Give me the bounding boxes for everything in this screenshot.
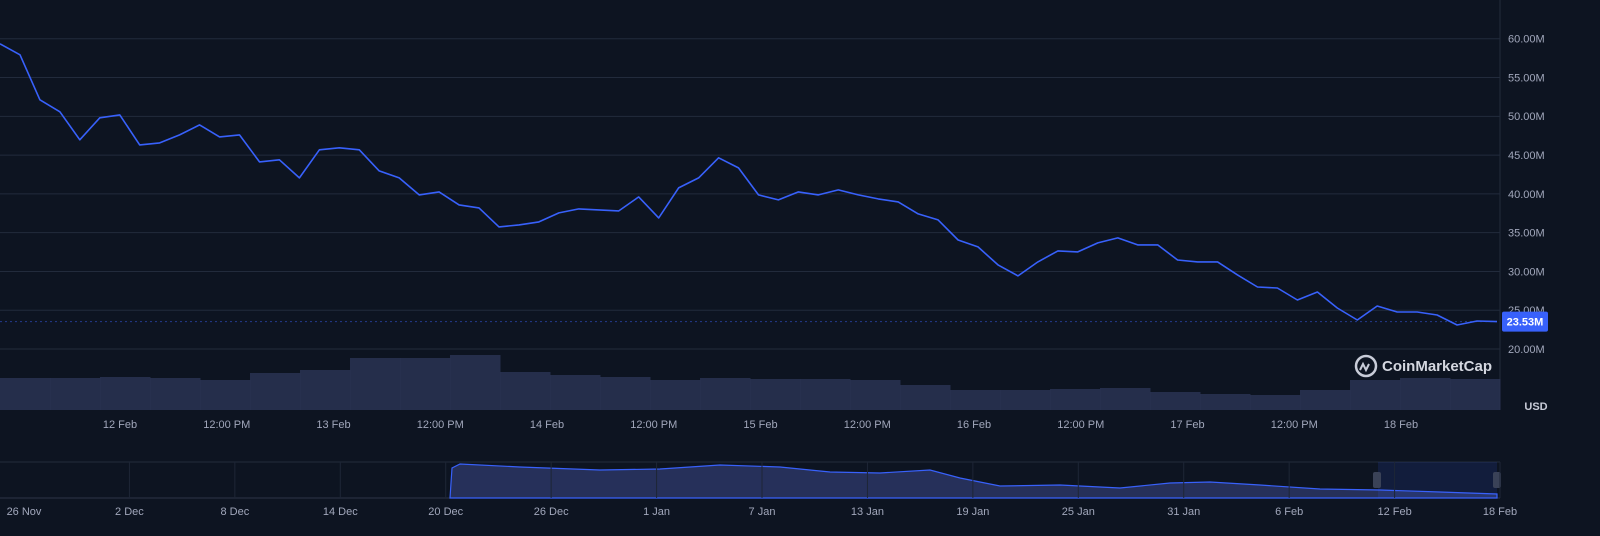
plot: 20.00M25.00M30.00M35.00M40.00M45.00M50.0…	[0, 34, 1545, 410]
volume-bar	[700, 378, 751, 410]
x-tick-label: 12:00 PM	[1271, 419, 1318, 431]
y-tick-label: 45.00M	[1508, 150, 1545, 162]
navigator-label: 19 Jan	[956, 506, 989, 518]
volume-bar	[650, 380, 701, 410]
volume-bar	[1050, 389, 1101, 410]
x-tick-label: 12:00 PM	[630, 419, 677, 431]
logo-mark	[1359, 361, 1370, 373]
volume-bar	[0, 378, 51, 410]
y-tick-label: 30.00M	[1508, 266, 1545, 278]
watermark: CoinMarketCap	[1354, 354, 1492, 378]
volume-bar	[250, 373, 301, 410]
navigator-label: 31 Jan	[1167, 506, 1200, 518]
navigator-handle[interactable]	[1373, 472, 1381, 488]
volume-bar	[900, 385, 951, 410]
x-tick-label: 15 Feb	[743, 419, 777, 431]
navigator-label: 25 Jan	[1062, 506, 1095, 518]
volume-bar	[800, 379, 851, 410]
navigator-label: 2 Dec	[115, 506, 144, 518]
x-tick-label: 14 Feb	[530, 419, 564, 431]
volume-bar	[1400, 378, 1451, 410]
x-tick-label: 12:00 PM	[844, 419, 891, 431]
navigator-label: 7 Jan	[749, 506, 776, 518]
x-tick-label: 17 Feb	[1170, 419, 1204, 431]
x-tick-label: 13 Feb	[316, 419, 350, 431]
navigator-label: 8 Dec	[220, 506, 249, 518]
x-tick-label: 12:00 PM	[203, 419, 250, 431]
volume-bar	[1150, 392, 1201, 410]
volume-bar	[400, 358, 451, 410]
volume-bar	[450, 355, 501, 410]
y-tick-label: 40.00M	[1508, 189, 1545, 201]
volume-bar	[150, 378, 201, 410]
navigator	[0, 461, 1501, 499]
volume-bar	[750, 379, 801, 410]
navigator-label: 6 Feb	[1275, 506, 1303, 518]
navigator-label: 26 Dec	[534, 506, 569, 518]
volume-bar	[50, 378, 101, 410]
x-tick-label: 18 Feb	[1384, 419, 1418, 431]
y-tick-label: 60.00M	[1508, 34, 1545, 46]
volume-bar	[1450, 379, 1501, 410]
x-tick-label: 16 Feb	[957, 419, 991, 431]
volume-bar	[1250, 395, 1301, 410]
navigator-selection	[1378, 462, 1497, 498]
price-line	[0, 43, 1498, 326]
navigator-label: 18 Feb	[1483, 506, 1517, 518]
volume-bar	[1100, 388, 1151, 410]
volume-bar	[1000, 390, 1051, 410]
volume-bar	[600, 377, 651, 410]
y-tick-label: 35.00M	[1508, 228, 1545, 240]
volume-bar	[200, 380, 251, 410]
last-price-box	[1502, 311, 1548, 332]
navigator-label: 1 Jan	[643, 506, 670, 518]
watermark-text: CoinMarketCap	[1382, 358, 1492, 375]
x-tick-label: 12 Feb	[103, 419, 137, 431]
volume-bar	[550, 375, 601, 410]
volume-bar	[1350, 380, 1401, 410]
logo	[1354, 354, 1378, 378]
navigator-handle[interactable]	[1493, 472, 1501, 488]
last-price-label: 23.53M	[1507, 317, 1544, 329]
volume-bar	[100, 377, 151, 410]
y-tick-label: 55.00M	[1508, 72, 1545, 84]
navigator-label: 13 Jan	[851, 506, 884, 518]
navigator-label: 12 Feb	[1377, 506, 1411, 518]
navigator-label: 20 Dec	[428, 506, 463, 518]
navigator-label: 14 Dec	[323, 506, 358, 518]
x-tick-label: 12:00 PM	[1057, 419, 1104, 431]
volume-bar	[950, 390, 1001, 410]
y-axis-label: USD	[1524, 401, 1547, 413]
x-tick-label: 12:00 PM	[417, 419, 464, 431]
y-tick-label: 20.00M	[1508, 344, 1545, 356]
navigator-label: 26 Nov	[7, 506, 42, 518]
volume-bar	[850, 380, 901, 410]
y-tick-label: 50.00M	[1508, 111, 1545, 123]
volume-bar	[300, 370, 351, 410]
volume-bar	[350, 358, 401, 410]
volume-bar	[500, 372, 551, 410]
navigator-area	[449, 463, 1498, 499]
volume-bar	[1200, 394, 1251, 410]
volume-bar	[1300, 390, 1351, 410]
